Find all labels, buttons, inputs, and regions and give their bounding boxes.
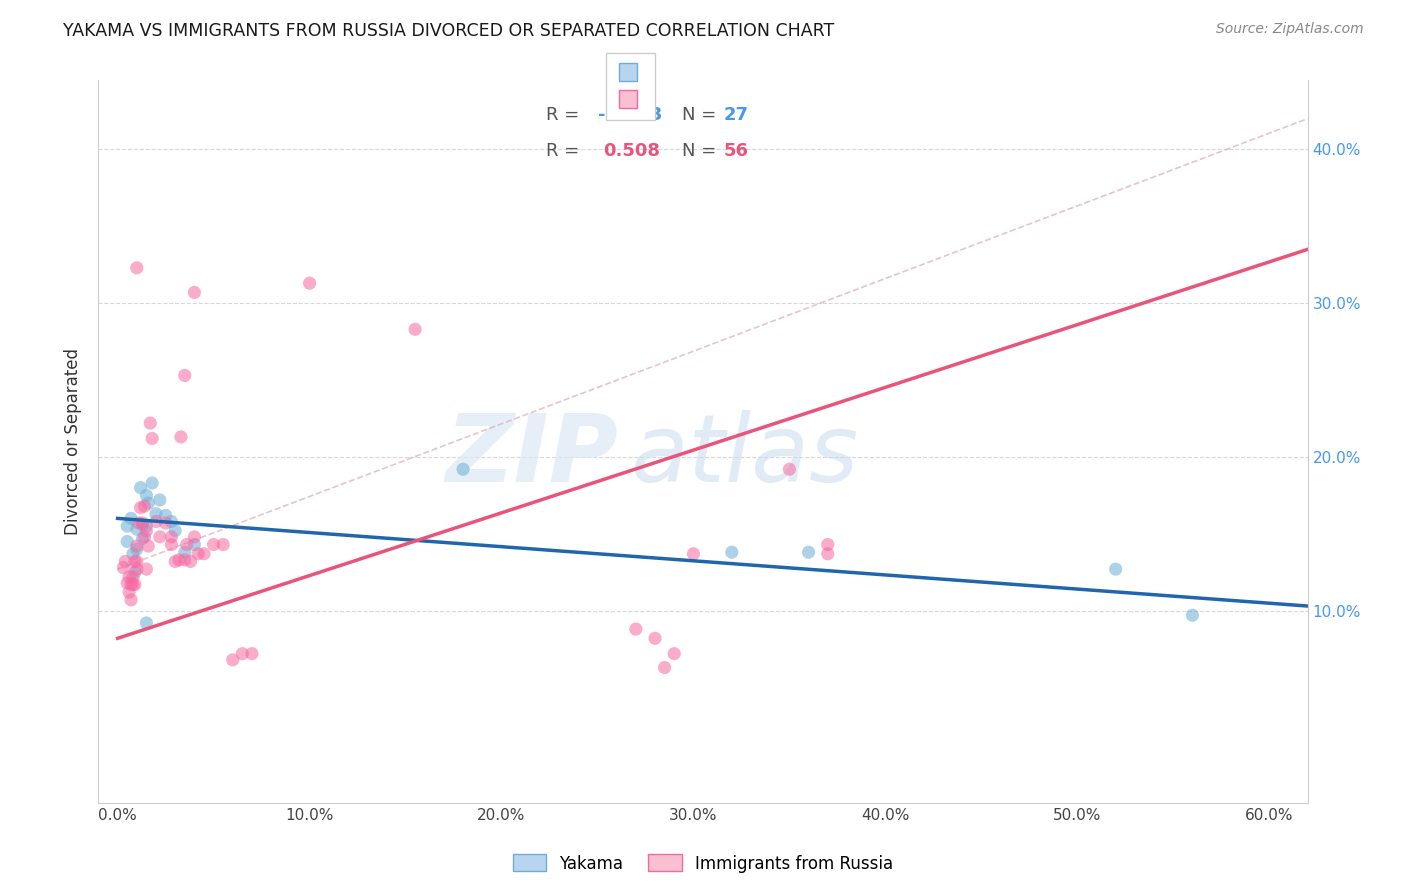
Point [131, 517, 153, 532]
Point [298, 276, 321, 290]
Text: -0.293: -0.293 [598, 105, 662, 124]
Point [720, 545, 742, 559]
Point [155, 516, 177, 530]
Point [451, 462, 474, 476]
Point [115, 576, 138, 591]
Point [135, 562, 157, 576]
Point [135, 615, 157, 630]
Point [120, 593, 142, 607]
Point [654, 660, 676, 674]
Point [222, 653, 245, 667]
Point [135, 488, 157, 502]
Text: ZIP: ZIP [446, 410, 619, 502]
Point [1104, 562, 1126, 576]
Y-axis label: Divorced or Separated: Divorced or Separated [65, 348, 83, 535]
Point [404, 322, 426, 336]
Point [124, 565, 146, 579]
Text: 56: 56 [724, 142, 748, 160]
Point [165, 554, 187, 568]
Point [145, 515, 167, 529]
Point [124, 577, 146, 591]
Point [112, 560, 135, 574]
Point [173, 545, 195, 559]
Point [187, 547, 209, 561]
Point [145, 507, 167, 521]
Point [173, 368, 195, 383]
Point [193, 547, 215, 561]
Point [817, 537, 839, 551]
Point [136, 539, 159, 553]
Point [125, 539, 148, 553]
Point [115, 534, 138, 549]
Text: 27: 27 [724, 105, 748, 124]
Point [135, 519, 157, 533]
Point [134, 530, 156, 544]
Point [149, 530, 172, 544]
Point [167, 553, 190, 567]
Point [183, 285, 205, 300]
Point [120, 511, 142, 525]
Point [778, 462, 800, 476]
Point [129, 500, 152, 515]
Point [644, 632, 666, 646]
Point [180, 554, 202, 568]
Point [118, 585, 141, 599]
Text: YAKAMA VS IMMIGRANTS FROM RUSSIA DIVORCED OR SEPARATED CORRELATION CHART: YAKAMA VS IMMIGRANTS FROM RUSSIA DIVORCE… [63, 22, 835, 40]
Text: N =: N = [682, 142, 723, 160]
Point [122, 570, 145, 584]
Point [165, 524, 187, 538]
Point [115, 519, 138, 533]
Point [124, 554, 146, 568]
Point [125, 522, 148, 536]
Point [682, 547, 704, 561]
Text: N =: N = [682, 105, 723, 124]
Point [231, 647, 253, 661]
Point [122, 547, 145, 561]
Point [1181, 608, 1204, 623]
Point [114, 554, 136, 568]
Text: Source: ZipAtlas.com: Source: ZipAtlas.com [1216, 22, 1364, 37]
Text: atlas: atlas [630, 410, 859, 501]
Point [128, 516, 150, 530]
Point [131, 532, 153, 546]
Text: R =: R = [546, 142, 591, 160]
Point [129, 481, 152, 495]
Point [212, 537, 235, 551]
Point [240, 647, 263, 661]
Point [183, 530, 205, 544]
Point [155, 508, 177, 523]
Point [136, 496, 159, 510]
Point [139, 416, 162, 430]
Point [122, 577, 145, 591]
Point [125, 542, 148, 557]
Point [134, 499, 156, 513]
Point [817, 547, 839, 561]
Point [160, 537, 183, 551]
Legend: , : , [606, 54, 655, 120]
Point [118, 570, 141, 584]
Legend: Yakama, Immigrants from Russia: Yakama, Immigrants from Russia [506, 847, 900, 880]
Point [120, 577, 142, 591]
Point [173, 553, 195, 567]
Text: R =: R = [546, 105, 585, 124]
Point [624, 622, 647, 636]
Point [202, 537, 225, 551]
Point [141, 476, 163, 491]
Point [149, 492, 172, 507]
Point [797, 545, 820, 559]
Point [131, 516, 153, 530]
Point [664, 647, 686, 661]
Point [125, 260, 148, 275]
Point [183, 537, 205, 551]
Text: 0.508: 0.508 [603, 142, 659, 160]
Point [170, 430, 193, 444]
Point [141, 432, 163, 446]
Point [176, 537, 198, 551]
Point [125, 562, 148, 576]
Point [125, 554, 148, 568]
Point [160, 530, 183, 544]
Point [160, 515, 183, 529]
Point [135, 524, 157, 538]
